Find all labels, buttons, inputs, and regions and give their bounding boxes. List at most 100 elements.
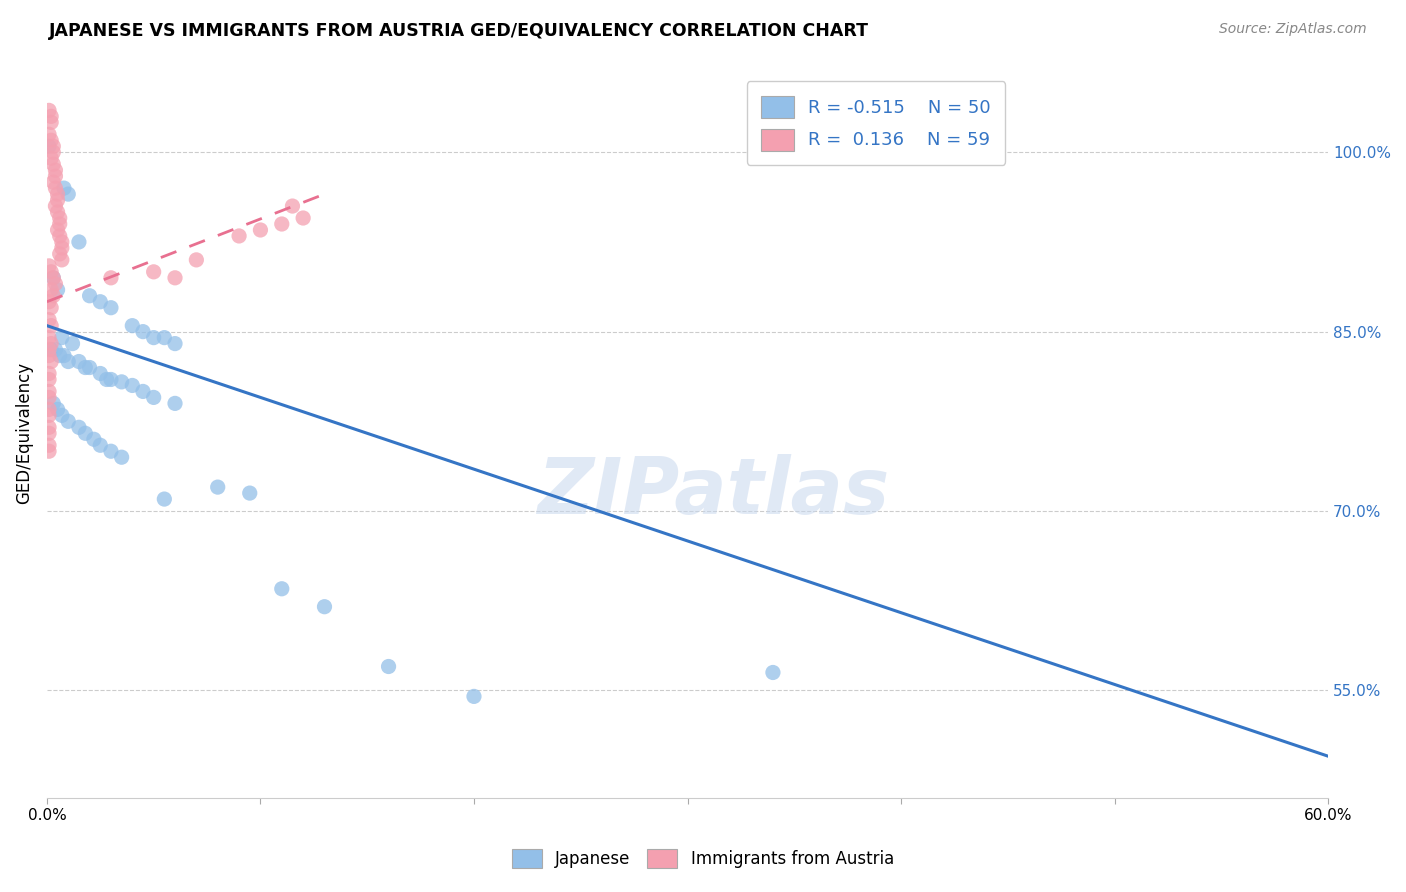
Point [249,223,271,237]
Point [163,396,186,410]
Point [39,301,62,315]
Point [46,193,69,207]
Point [42,157,65,171]
Point [42,270,65,285]
Point [67,354,90,368]
Point [89,367,111,381]
Point [67,235,90,249]
Y-axis label: GED/Equivalency: GED/Equivalency [15,362,32,504]
Point [153,491,176,506]
Point [39,283,62,297]
Point [62,336,84,351]
Point [314,599,336,614]
Point [377,659,399,673]
Point [44,163,66,178]
Text: JAPANESE VS IMMIGRANTS FROM AUSTRIA GED/EQUIVALENCY CORRELATION CHART: JAPANESE VS IMMIGRANTS FROM AUSTRIA GED/… [49,22,869,40]
Point [51,409,73,423]
Point [39,151,62,165]
Point [89,294,111,309]
Point [281,199,304,213]
Point [39,109,62,123]
Point [46,223,69,237]
Point [121,318,143,333]
Point [142,330,165,344]
Point [39,343,62,357]
Point [239,486,262,500]
Point [44,169,66,183]
Legend: Japanese, Immigrants from Austria: Japanese, Immigrants from Austria [505,843,901,875]
Point [38,343,60,357]
Point [163,270,186,285]
Point [270,582,292,596]
Point [39,318,62,333]
Point [207,480,229,494]
Point [100,270,122,285]
Point [46,205,69,219]
Point [38,391,60,405]
Point [38,259,60,273]
Point [38,402,60,417]
Point [39,354,62,368]
Point [38,420,60,434]
Point [270,217,292,231]
Point [52,181,75,195]
Point [44,343,66,357]
Point [42,289,65,303]
Point [100,444,122,458]
Text: Source: ZipAtlas.com: Source: ZipAtlas.com [1219,22,1367,37]
Point [121,378,143,392]
Point [48,229,70,244]
Point [79,360,101,375]
Point [38,367,60,381]
Point [79,289,101,303]
Point [38,444,60,458]
Point [153,330,176,344]
Point [48,349,70,363]
Point [39,265,62,279]
Point [142,391,165,405]
Point [39,133,62,147]
Legend: R = -0.515    N = 50, R =  0.136    N = 59: R = -0.515 N = 50, R = 0.136 N = 59 [747,81,1005,165]
Point [42,175,65,189]
Point [38,409,60,423]
Point [42,396,65,410]
Point [48,247,70,261]
Point [58,414,80,428]
Point [46,283,69,297]
Point [51,235,73,249]
Point [292,211,315,225]
Point [42,270,65,285]
Point [38,384,60,399]
Point [111,375,134,389]
Point [44,199,66,213]
Point [44,277,66,291]
Point [186,252,208,267]
Point [96,372,118,386]
Point [75,360,97,375]
Point [89,438,111,452]
Point [51,330,73,344]
Point [39,115,62,129]
Point [46,402,69,417]
Point [38,330,60,344]
Point [38,103,60,118]
Point [58,187,80,202]
Point [42,145,65,160]
Point [44,181,66,195]
Point [100,301,122,315]
Point [132,325,155,339]
Point [38,438,60,452]
Point [100,372,122,386]
Point [52,349,75,363]
Point [38,128,60,142]
Point [46,187,69,202]
Text: ZIPatlas: ZIPatlas [537,454,889,530]
Point [51,241,73,255]
Point [163,336,186,351]
Point [38,372,60,386]
Point [51,252,73,267]
Point [142,265,165,279]
Point [48,217,70,231]
Point [58,354,80,368]
Point [38,349,60,363]
